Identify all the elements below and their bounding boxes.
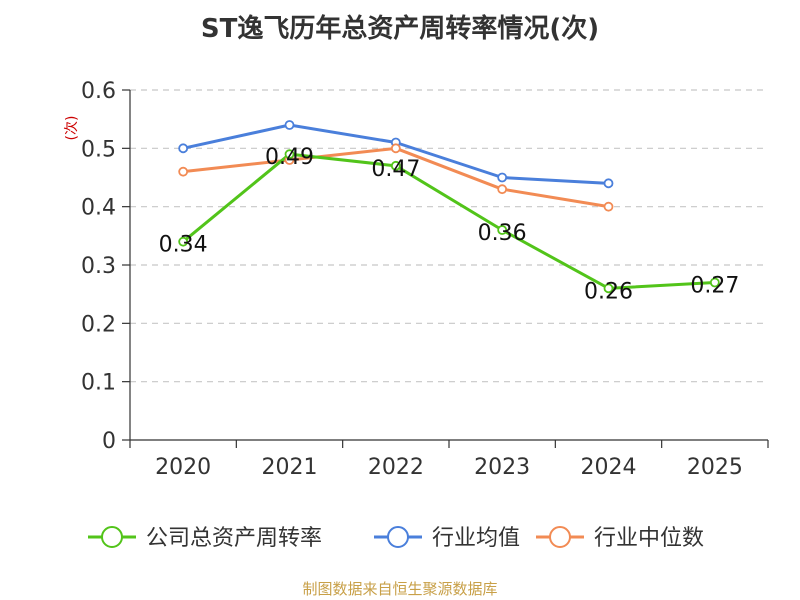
data-point [284, 149, 295, 160]
data-point [497, 172, 508, 183]
y-tick-label: 0.2 [81, 312, 116, 337]
data-point [497, 225, 508, 235]
legend: 公司总资产周转率 行业均值 行业中位数 [88, 526, 704, 551]
x-tick-label: 2020 [155, 455, 211, 480]
data-point [497, 184, 508, 195]
legend-marker [387, 526, 409, 548]
y-tick-label: 0.3 [81, 254, 116, 279]
y-tick-label: 0.5 [81, 137, 116, 162]
series-line [182, 152, 715, 290]
x-tick-label: 2024 [581, 455, 637, 480]
x-tick-label: 2022 [368, 455, 424, 480]
data-label: 0.49 [265, 145, 314, 170]
grid-lines [130, 89, 768, 383]
data-point [178, 236, 189, 247]
data-labels: 0.34 0.49 0.47 0.36 0.26 0.27 [159, 145, 740, 304]
x-tick-label: 2021 [262, 455, 318, 480]
y-axis-label: (次) [64, 116, 80, 141]
data-point [178, 143, 189, 154]
data-label: 0.26 [584, 279, 633, 304]
data-point [390, 143, 401, 154]
x-tick-label: 2025 [687, 455, 743, 480]
y-tick-label: 0.6 [81, 79, 116, 104]
data-label: 0.47 [371, 157, 420, 182]
data-label: 0.27 [690, 274, 739, 299]
legend-label: 公司总资产周转率 [146, 526, 322, 551]
data-label: 0.34 [159, 233, 208, 258]
data-point [284, 120, 295, 130]
data-point [178, 166, 189, 177]
chart-title: ST逸飞历年总资产周转率情况(次) [200, 14, 600, 44]
series-points [178, 120, 720, 294]
data-point [390, 160, 401, 171]
y-tick-label: 0.1 [81, 371, 116, 396]
data-point [603, 283, 614, 294]
x-tick-label: 2023 [474, 455, 530, 480]
y-tick-label: 0.4 [81, 196, 116, 221]
data-label: 0.36 [478, 221, 527, 246]
source-note: 制图数据来自恒生聚源数据库 [302, 580, 498, 598]
legend-marker [101, 526, 123, 548]
data-point [603, 201, 614, 212]
legend-label: 行业均值 [432, 526, 520, 551]
data-point [709, 277, 720, 288]
data-point [603, 178, 614, 189]
axes: 0 0.1 0.2 0.3 0.4 0.5 0.6(次) 2020 2021 2022 2023 20… [64, 79, 769, 480]
legend-label: 行业中位数 [594, 526, 704, 551]
y-tick-label: 0 [102, 429, 116, 454]
legend-marker [549, 526, 571, 548]
